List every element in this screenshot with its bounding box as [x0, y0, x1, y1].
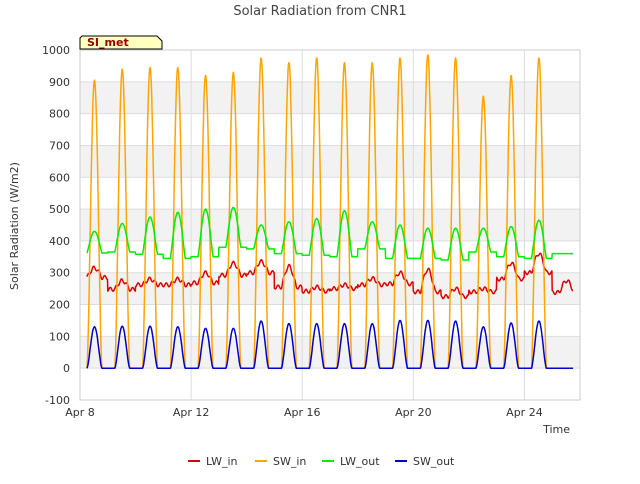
y-tick-label: 100: [49, 330, 70, 343]
y-tick-label: 600: [49, 171, 70, 184]
y-tick-label: -100: [45, 394, 70, 407]
legend-label: LW_in: [206, 455, 238, 468]
station-label: SI_met: [87, 36, 129, 49]
series-group: [86, 54, 574, 369]
y-axis: -100 0 100 200 300 400 500 600 700 800 900 1000: [42, 44, 70, 407]
x-tick-label: Apr 24: [506, 406, 543, 419]
x-tick-label: Apr 12: [173, 406, 210, 419]
y-tick-label: 400: [49, 235, 70, 248]
series-line-sw-out: [86, 319, 574, 369]
y-tick-label: 900: [49, 76, 70, 89]
y-tick-label: 800: [49, 108, 70, 121]
x-tick-label: Apr 8: [65, 406, 95, 419]
background-band: [80, 209, 580, 241]
background-band: [80, 145, 580, 178]
y-axis-label: Solar Radiation (W/m2): [8, 162, 21, 290]
x-axis-label: Time: [542, 423, 570, 436]
y-tick-label: 200: [49, 299, 70, 312]
legend: LW_in SW_in LW_out SW_out: [188, 455, 455, 468]
plot-frame: [79, 49, 581, 401]
background-band: [80, 81, 580, 114]
x-tick-label: Apr 20: [395, 406, 432, 419]
series-line-lw-out: [86, 206, 574, 261]
y-tick-label: 300: [49, 267, 70, 280]
legend-label: SW_in: [273, 455, 306, 468]
legend-label: SW_out: [413, 455, 455, 468]
x-axis: Apr 8 Apr 12 Apr 16 Apr 20 Apr 24: [65, 406, 542, 419]
series-line-lw-in: [86, 252, 574, 300]
station-label-background: [79, 35, 163, 50]
x-tick-label: Apr 16: [284, 406, 321, 419]
background-band: [80, 336, 580, 369]
chart-title: Solar Radiation from CNR1: [233, 4, 406, 19]
y-tick-label: 500: [49, 203, 70, 216]
y-tick-label: 700: [49, 139, 70, 152]
plot-background-bands: [80, 81, 580, 369]
y-tick-label: 0: [63, 362, 70, 375]
y-tick-label: 1000: [42, 44, 70, 57]
legend-label: LW_out: [340, 455, 380, 468]
station-label-box: SI_met: [79, 35, 163, 50]
